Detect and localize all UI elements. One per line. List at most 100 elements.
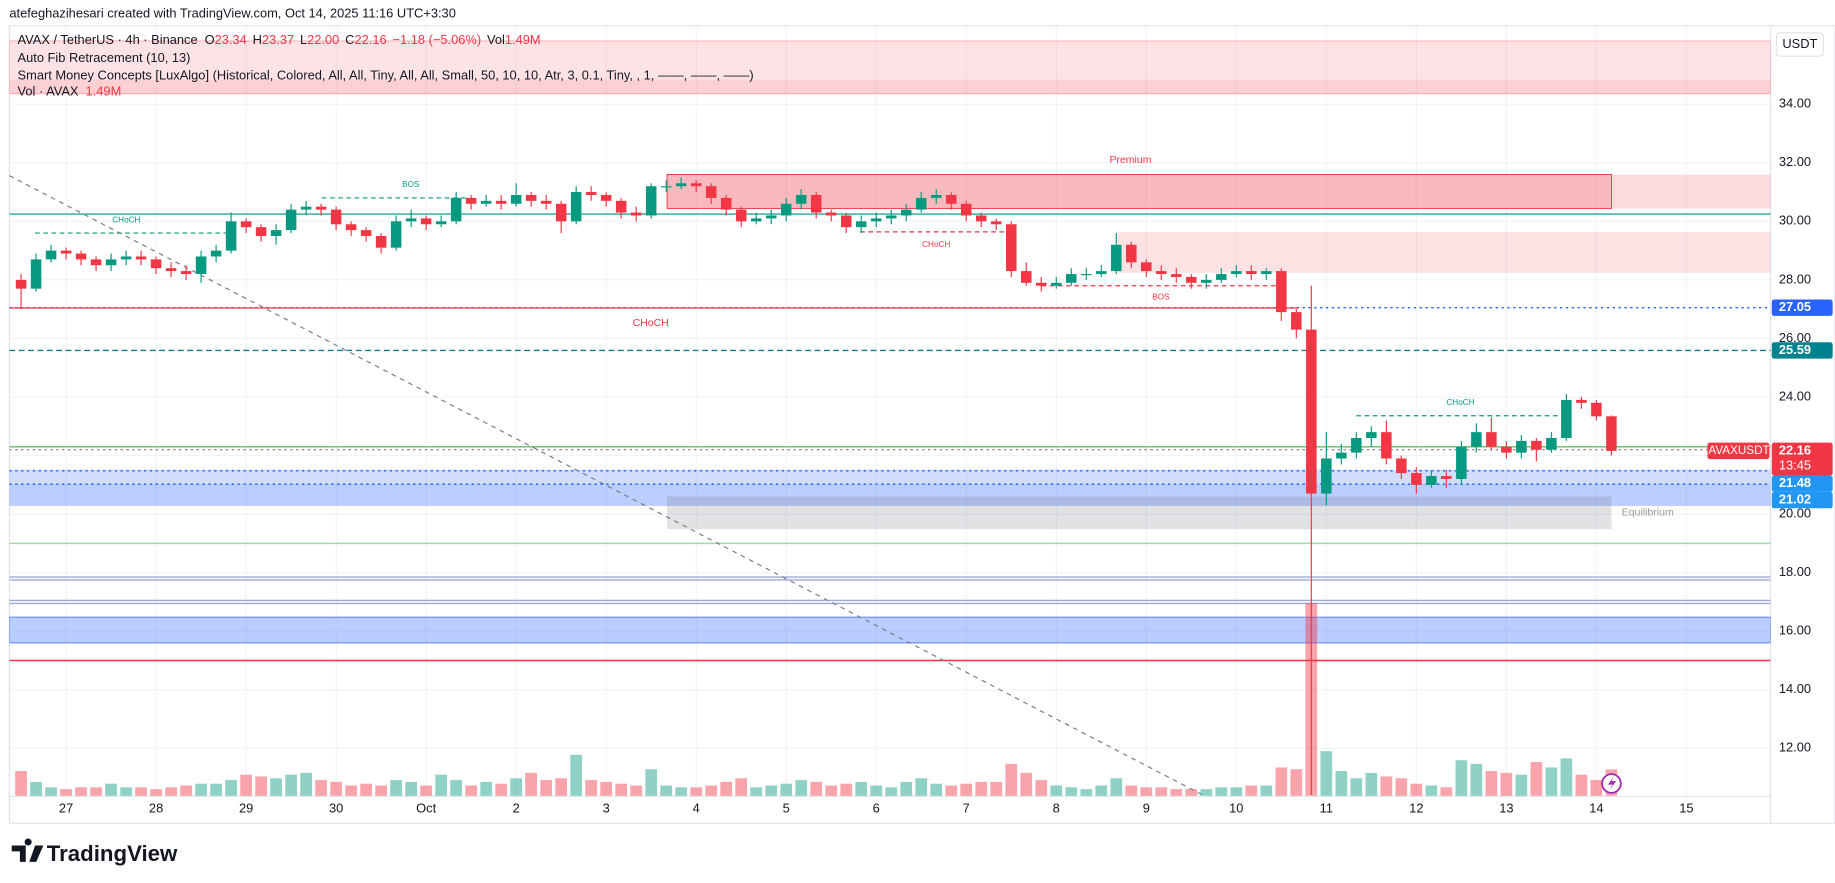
x-tick-label: 27: [59, 801, 73, 816]
volume-bar: [1365, 772, 1378, 797]
volume-value: 1.49M: [86, 84, 122, 99]
x-tick-label: 11: [1320, 801, 1333, 816]
price-tag: [1771, 442, 1833, 476]
candle-body: [945, 194, 957, 204]
volume-bar: [1440, 787, 1453, 797]
volume-bar: [465, 785, 478, 797]
volume-bar: [255, 776, 267, 797]
x-tick-label: 7: [963, 801, 970, 816]
candle-body: [765, 215, 777, 219]
candle-body: [1471, 432, 1482, 447]
candle-body: [1051, 282, 1062, 286]
candle-body: [1186, 276, 1197, 283]
candle-body: [870, 218, 882, 222]
candle-body: [1396, 458, 1407, 474]
candle-body: [585, 192, 597, 195]
demand-zone: [9, 469, 1771, 506]
symbol-tag-label: AVAXUSDT: [1708, 444, 1769, 457]
candle-body: [1005, 224, 1017, 272]
logo-mark: [11, 838, 44, 862]
candle-body: [45, 250, 57, 260]
candle-body: [1306, 329, 1317, 494]
candle-body: [1141, 262, 1152, 272]
candle-body: [810, 194, 822, 213]
volume-bar: [690, 787, 703, 797]
volume-bar: [540, 780, 553, 797]
candle-body: [525, 194, 537, 201]
candle-body: [1486, 432, 1497, 447]
x-tick-label: 14: [1589, 801, 1603, 816]
symbol-tag: [1707, 442, 1770, 460]
volume-bar: [1215, 787, 1228, 797]
volume-bar: [495, 783, 508, 797]
annotation: CHoCH: [1446, 398, 1474, 407]
volume-bar: [285, 774, 297, 797]
y-tick-label: 34.00: [1779, 96, 1811, 111]
candle-body: [465, 197, 477, 204]
volume-bar: [1125, 785, 1138, 797]
volume-bar: [345, 785, 357, 797]
volume-bar: [645, 769, 658, 797]
currency[interactable]: USDT: [1782, 36, 1817, 51]
x-tick-label: 15: [1679, 801, 1693, 816]
volume-bar: [1395, 778, 1408, 797]
candle-body: [1411, 473, 1422, 485]
equilibrium-zone: [667, 496, 1612, 530]
candle-body: [495, 200, 507, 204]
volume-bar: [915, 778, 928, 797]
volume: [15, 603, 1618, 797]
x-tick-label: 9: [1143, 801, 1150, 816]
candle-body: [360, 230, 372, 236]
candle-body: [390, 221, 402, 248]
volume-bar: [1590, 780, 1603, 797]
volume-bar: [165, 787, 177, 797]
candle-body: [1531, 440, 1542, 450]
volume-bar: [870, 785, 883, 797]
annotation: CHoCH: [922, 240, 950, 249]
price-tag-label: 25.59: [1779, 342, 1811, 357]
volume-bar: [585, 780, 598, 797]
volume-bar: [855, 781, 868, 797]
volume-bar: [450, 780, 463, 797]
volume-bar: [795, 780, 808, 797]
candle-body: [30, 259, 42, 289]
y-tick-label: 30.00: [1779, 213, 1811, 228]
indicator-legend: Smart Money Concepts [LuxAlgo] (Historic…: [18, 68, 754, 83]
volume-bar: [615, 783, 628, 797]
currency-box[interactable]: [1775, 32, 1824, 57]
ohlc-value: 23.37: [262, 32, 294, 47]
countdown: 13:45: [1779, 457, 1811, 472]
candle-body: [1231, 271, 1242, 275]
volume-bar: [720, 781, 733, 797]
candle-body: [795, 194, 807, 204]
volume-bar: [555, 778, 568, 797]
volume-bar: [240, 774, 252, 797]
candle-body: [435, 221, 447, 225]
x-tick-label: 2: [513, 801, 520, 816]
volume-bar: [750, 787, 763, 797]
candle-body: [120, 256, 132, 260]
volume-bar: [195, 783, 207, 797]
volume-bar: [885, 787, 898, 797]
volume-bar: [960, 783, 973, 797]
candle-body: [1351, 437, 1362, 453]
candle-body: [330, 209, 342, 225]
volume-label: Vol · AVAX: [18, 84, 79, 99]
x-tick-label: 12: [1409, 801, 1423, 816]
volume-bar: [735, 778, 748, 797]
volume-bar: [1545, 767, 1558, 797]
volume-bar: [1275, 767, 1288, 797]
volume-bar: [1140, 787, 1153, 797]
ohlc-label: C: [345, 32, 354, 47]
volume-bar: [75, 787, 87, 797]
candle-body: [1126, 244, 1137, 263]
volume-bar: [225, 780, 237, 797]
candle-body: [480, 200, 492, 204]
x-tick-label: Oct: [416, 801, 436, 816]
symbol: AVAX / TetherUS · 4h · Binance: [18, 32, 198, 47]
candle-body: [1456, 446, 1467, 479]
volume-bar: [600, 781, 613, 797]
x-tick-label: 13: [1499, 801, 1513, 816]
candle-body: [1291, 312, 1302, 330]
